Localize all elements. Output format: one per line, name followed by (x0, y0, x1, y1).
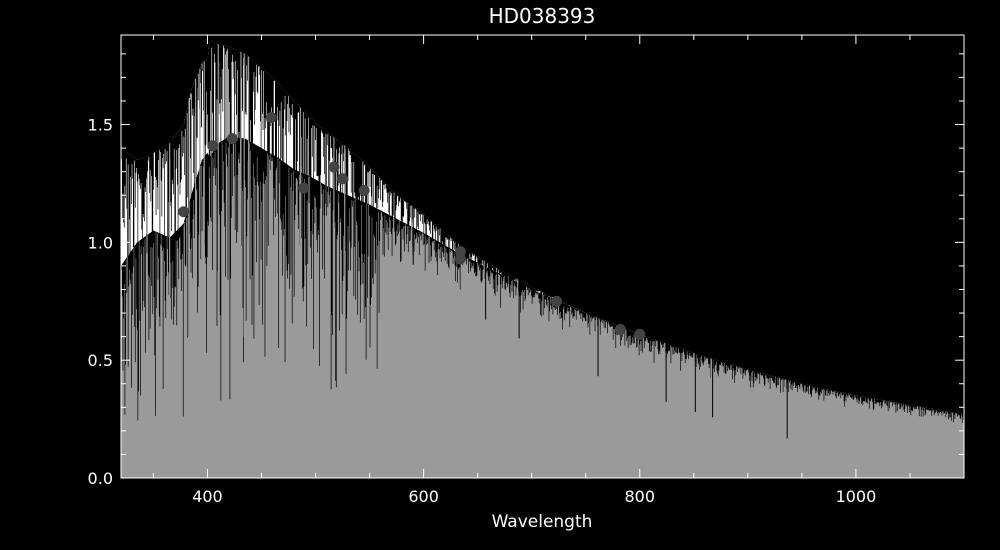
spectrum-noise (121, 136, 964, 423)
data-point (614, 324, 626, 336)
data-point (337, 173, 349, 185)
data-point (226, 133, 238, 145)
data-point (454, 253, 466, 265)
data-point (265, 111, 277, 123)
y-tick-label: 0.5 (88, 351, 113, 370)
y-tick-label: 1.0 (88, 233, 113, 252)
data-point (178, 206, 190, 218)
series-layer (121, 39, 964, 478)
y-tick-label: 1.5 (88, 116, 113, 135)
chart-title: HD038393 (489, 4, 596, 28)
data-point (207, 140, 219, 152)
y-tick-label: 0.0 (88, 469, 113, 488)
axis-ticks: 400 600 800 1000 0.0 0.5 1.0 1.5 (88, 35, 965, 506)
x-tick-label: 1000 (836, 487, 877, 506)
x-axis-label: Wavelength (492, 512, 593, 532)
data-point (298, 182, 310, 194)
x-tick-label: 400 (192, 487, 223, 506)
data-point (551, 295, 563, 307)
x-tick-label: 800 (624, 487, 655, 506)
plot-frame (120, 34, 965, 479)
x-tick-label: 600 (408, 487, 439, 506)
lower-spectrum-series (121, 136, 964, 478)
data-point (634, 328, 646, 340)
data-point (328, 161, 340, 173)
data-point (358, 185, 370, 197)
absorption-lines (169, 44, 788, 460)
photometric-points (178, 111, 646, 340)
